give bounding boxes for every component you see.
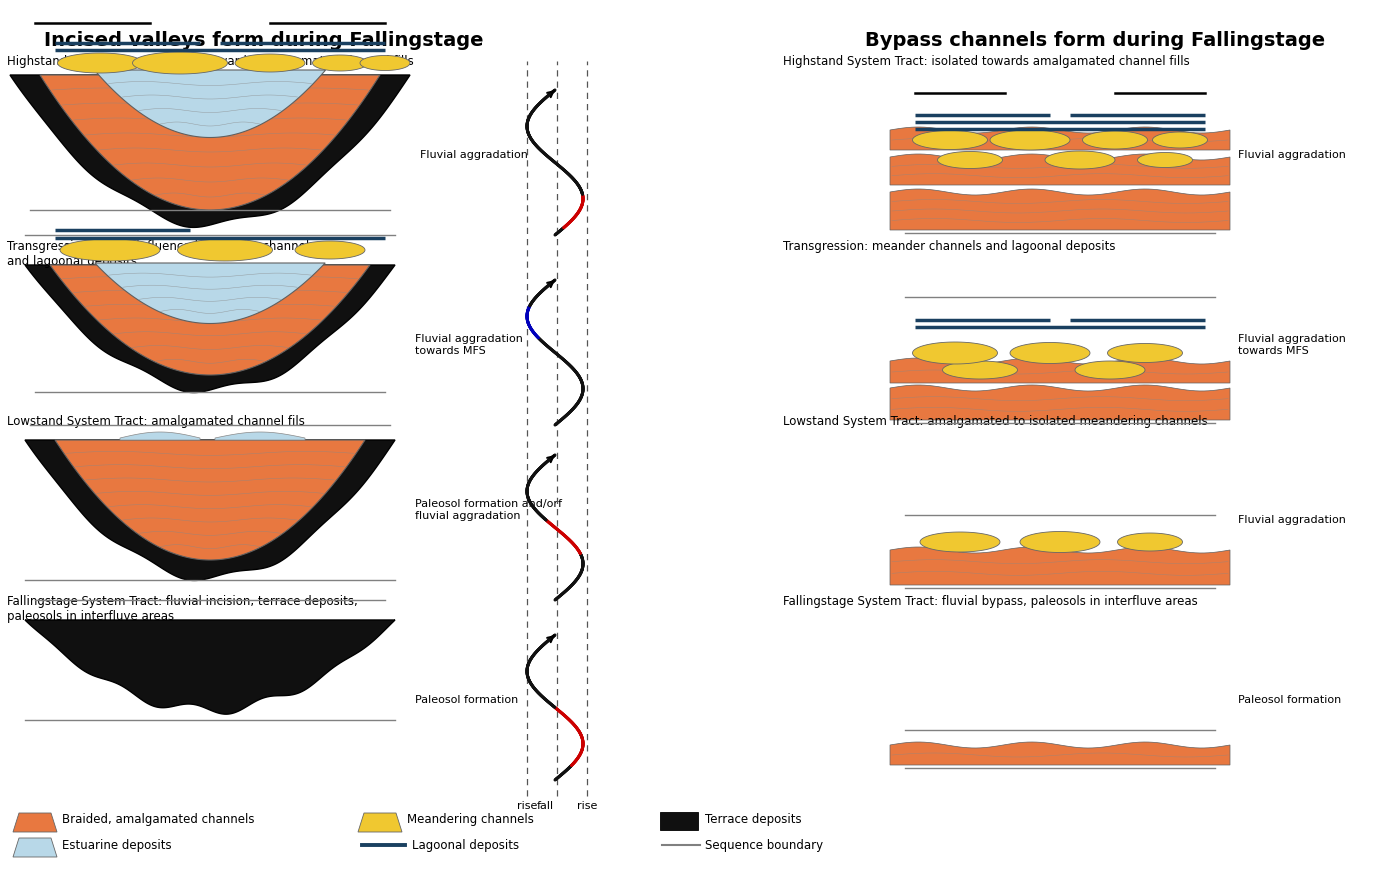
Polygon shape (12, 813, 57, 832)
Text: Paleosol formation and/orf
fluvial aggradation: Paleosol formation and/orf fluvial aggra… (414, 500, 561, 521)
Text: Lowstand System Tract: amalgamated channel fils: Lowstand System Tract: amalgamated chann… (7, 415, 305, 428)
Text: Terrace deposits: Terrace deposits (705, 814, 801, 827)
Polygon shape (25, 620, 395, 714)
Bar (660, 812, 699, 830)
Polygon shape (25, 265, 395, 393)
Text: rise: rise (517, 801, 538, 810)
Text: Transgression: meander channels and lagoonal deposits: Transgression: meander channels and lago… (783, 240, 1116, 253)
Polygon shape (1153, 132, 1207, 148)
Polygon shape (890, 189, 1229, 230)
Polygon shape (215, 432, 305, 440)
Polygon shape (358, 813, 402, 832)
Polygon shape (177, 239, 273, 261)
Text: Transgression: tidally influenced, meander channels
and lagoonal deposits: Transgression: tidally influenced, meand… (7, 240, 315, 268)
Polygon shape (312, 55, 367, 71)
Polygon shape (55, 440, 365, 560)
Polygon shape (990, 130, 1070, 150)
Polygon shape (94, 263, 326, 324)
Text: Paleosol formation: Paleosol formation (1238, 695, 1342, 705)
Polygon shape (1045, 151, 1114, 169)
Text: Highstand System Tract: isolated towards amalgamated channel fills: Highstand System Tract: isolated towards… (7, 55, 413, 68)
Text: Paleosol formation: Paleosol formation (414, 695, 518, 705)
Polygon shape (890, 742, 1229, 765)
Text: Meandering channels: Meandering channels (407, 814, 534, 827)
Polygon shape (1010, 342, 1089, 363)
Polygon shape (912, 130, 987, 150)
Text: Sequence boundary: Sequence boundary (705, 838, 823, 851)
Polygon shape (236, 54, 305, 72)
Polygon shape (10, 75, 410, 228)
Polygon shape (40, 75, 380, 210)
Polygon shape (1020, 531, 1100, 552)
Polygon shape (890, 547, 1229, 585)
Polygon shape (912, 342, 998, 364)
Polygon shape (1138, 152, 1192, 167)
Polygon shape (920, 532, 1001, 552)
Polygon shape (890, 358, 1229, 383)
Polygon shape (58, 53, 143, 73)
Text: fall: fall (536, 801, 553, 810)
Text: Fallingstage System Tract: fluvial bypass, paleosols in interfluve areas: Fallingstage System Tract: fluvial bypas… (783, 595, 1198, 608)
Text: Fluvial aggradation: Fluvial aggradation (420, 150, 528, 160)
Polygon shape (12, 838, 57, 857)
Text: Fluvial aggradation
towards MFS: Fluvial aggradation towards MFS (414, 334, 523, 356)
Polygon shape (890, 385, 1229, 420)
Text: Fluvial aggradation
towards MFS: Fluvial aggradation towards MFS (1238, 334, 1346, 356)
Polygon shape (50, 265, 370, 375)
Polygon shape (890, 127, 1229, 150)
Polygon shape (25, 440, 395, 580)
Text: Lagoonal deposits: Lagoonal deposits (412, 838, 520, 851)
Polygon shape (1082, 131, 1148, 149)
Polygon shape (1117, 533, 1182, 551)
Polygon shape (937, 151, 1002, 169)
Text: rise: rise (577, 801, 597, 810)
Polygon shape (94, 70, 326, 137)
Text: Fluvial aggradation: Fluvial aggradation (1238, 150, 1346, 160)
Text: Incised valleys form during Fallingstage: Incised valleys form during Fallingstage (43, 31, 484, 50)
Text: Lowstand System Tract: amalgamated to isolated meandering channels: Lowstand System Tract: amalgamated to is… (783, 415, 1207, 428)
Text: Braided, amalgamated channels: Braided, amalgamated channels (62, 814, 255, 827)
Polygon shape (1107, 344, 1182, 362)
Polygon shape (1076, 361, 1145, 379)
Polygon shape (295, 241, 365, 259)
Polygon shape (60, 239, 159, 261)
Polygon shape (942, 361, 1017, 379)
Text: Estuarine deposits: Estuarine deposits (62, 838, 172, 851)
Text: Fallingstage System Tract: fluvial incision, terrace deposits,
paleosols in inte: Fallingstage System Tract: fluvial incis… (7, 595, 358, 623)
Text: Bypass channels form during Fallingstage: Bypass channels form during Fallingstage (865, 31, 1325, 50)
Text: Highstand System Tract: isolated towards amalgamated channel fills: Highstand System Tract: isolated towards… (783, 55, 1189, 68)
Text: Fluvial aggradation: Fluvial aggradation (1238, 515, 1346, 525)
Polygon shape (890, 154, 1229, 185)
Polygon shape (133, 52, 227, 74)
Polygon shape (360, 55, 410, 71)
Polygon shape (121, 432, 200, 440)
